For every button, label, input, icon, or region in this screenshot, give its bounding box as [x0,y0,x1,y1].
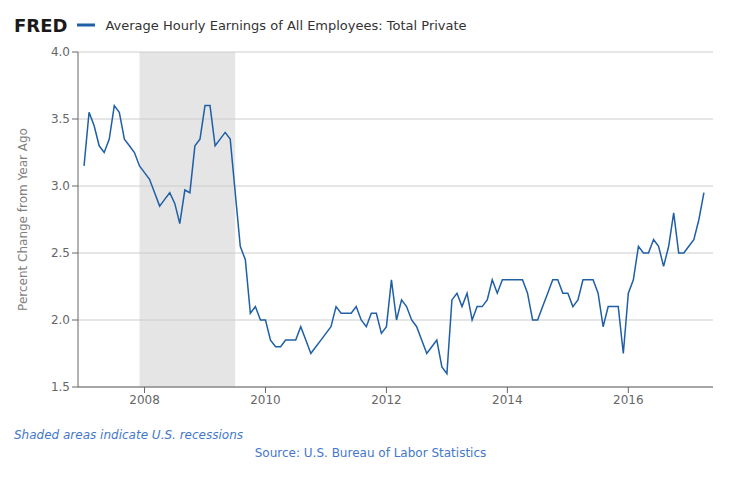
html-text:Shaded areas indicate U.S. rec: Shaded areas indicate U.S. recessions [14,428,243,442]
html-text:FRED: FRED [14,14,68,36]
svg-text:2016: 2016 [613,393,644,407]
html-text:Source: U.S. Bureau of Labor S: Source: U.S. Bureau of Labor Statistics [254,446,487,460]
svg-text:2012: 2012 [371,393,402,407]
svg-text:2.0: 2.0 [51,313,70,327]
svg-text:3.5: 3.5 [51,112,70,126]
svg-text:2014: 2014 [492,393,523,407]
html-text:Average Hourly Earnings of All: Average Hourly Earnings of All Employees… [105,17,467,33]
svg-text:4.0: 4.0 [51,45,70,59]
svg-text:Percent Change from Year Ago: Percent Change from Year Ago [16,128,30,311]
svg-text:3.0: 3.0 [51,179,70,193]
svg-text:1.5: 1.5 [51,380,70,394]
svg-text:2.5: 2.5 [51,246,70,260]
svg-text:2010: 2010 [250,393,281,407]
svg-text:2008: 2008 [129,393,160,407]
